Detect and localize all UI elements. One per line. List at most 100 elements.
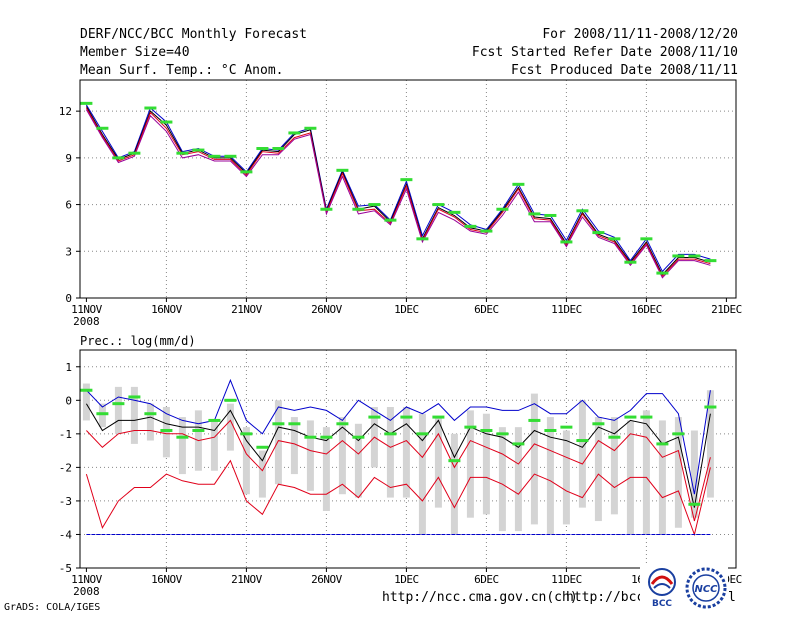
observed-mark [224, 154, 237, 158]
y-tick-label: -1 [59, 428, 72, 441]
x-tick-label: 1DEC [394, 573, 419, 586]
bcc-logo-text: BCC [652, 599, 672, 608]
observed-mark [608, 435, 621, 439]
observed-mark [704, 405, 717, 409]
spread-bar [386, 407, 394, 498]
spread-bar [162, 407, 170, 458]
observed-mark [544, 213, 557, 217]
x-tick-label: 21NOV [231, 573, 262, 586]
observed-mark [528, 418, 541, 422]
spread-bar [82, 383, 90, 421]
spread-bar [530, 393, 538, 525]
forecast-period: For 2008/11/11-2008/12/20 [542, 27, 738, 42]
observed-mark [368, 203, 381, 207]
observed-mark [80, 101, 93, 105]
spread-bar [450, 433, 458, 535]
observed-mark [320, 207, 333, 211]
y-tick-label: -5 [59, 562, 72, 575]
observed-mark [432, 415, 445, 419]
observed-mark [336, 422, 349, 426]
y-tick-label: -4 [59, 528, 73, 541]
observed-mark [416, 237, 429, 241]
spread-bar [658, 420, 666, 535]
observed-mark [256, 445, 269, 449]
ncc-url-link[interactable]: http://ncc.cma.gov.cn(ch) [382, 590, 578, 605]
x-tick-label: 11DEC [551, 573, 582, 586]
plot-frame [79, 79, 737, 299]
observed-mark [272, 147, 285, 151]
series-line-black [85, 106, 711, 276]
spread-bar [242, 427, 250, 495]
precip-label: Prec.: log(mm/d) [80, 334, 196, 348]
observed-mark [336, 168, 349, 172]
spread-bar [514, 427, 522, 532]
observed-mark [208, 154, 221, 158]
spread-bar [482, 413, 490, 515]
x-tick-label: 1DEC [394, 303, 419, 316]
y-tick-label: 0 [65, 394, 72, 407]
observed-mark [464, 224, 477, 228]
spread-bar [146, 403, 154, 441]
spread-bar [610, 417, 618, 515]
variable-label: Mean Surf. Temp.: °C Anom. [80, 63, 284, 78]
spread-bar [306, 420, 314, 491]
x-tick-label: 11NOV [71, 573, 102, 586]
observed-mark [240, 170, 253, 174]
y-tick-label: 1 [65, 361, 72, 374]
observed-mark [144, 106, 157, 110]
x-tick-label: 21NOV [231, 303, 262, 316]
spread-bar [674, 417, 682, 528]
spread-bar [706, 390, 714, 498]
bcc-url-link[interactable]: http://bcc.c [566, 590, 660, 605]
observed-mark [448, 210, 461, 214]
bcc-url-tail: l [728, 590, 736, 605]
observed-mark [528, 212, 541, 216]
member-size-label: Member Size=40 [80, 45, 190, 60]
spread-bar [562, 430, 570, 525]
observed-mark [240, 432, 253, 436]
spread-bar [498, 427, 506, 532]
observed-mark [96, 412, 109, 416]
series-line-black_mean [85, 403, 711, 508]
y-tick-label: 9 [65, 152, 72, 165]
precipitation-panel: -5 -4 -3 -2 -1 0 1 11NOV 16NOV 21NOV 26NOV 1DEC 6DEC… [59, 349, 742, 598]
observed-mark [400, 415, 413, 419]
observed-mark [368, 415, 381, 419]
observed-mark [672, 432, 685, 436]
produced-date: Fcst Produced Date 2008/11/11 [511, 63, 738, 78]
series-line-red_upper [86, 419, 711, 522]
observed-mark [112, 156, 125, 160]
series-line-red [85, 107, 711, 278]
observed-mark [592, 422, 605, 426]
observed-mark [576, 209, 589, 213]
spread-bar [210, 420, 218, 471]
observed-mark [352, 207, 365, 211]
observed-mark [400, 178, 413, 182]
observed-mark [128, 151, 141, 155]
observed-mark [624, 260, 637, 264]
bcc-logo-icon: BCC [640, 566, 684, 608]
spread-bar [290, 417, 298, 475]
spread-bar [274, 400, 282, 485]
spread-bar [418, 413, 426, 535]
observed-mark [592, 231, 605, 235]
spread-bar [322, 427, 330, 511]
x-tick-label: 16NOV [151, 303, 182, 316]
spread-bar [338, 417, 346, 495]
observed-mark [384, 218, 397, 222]
observed-mark [256, 147, 269, 151]
observed-mark [192, 148, 205, 152]
year-label: 2008 [73, 585, 100, 598]
y-tick-label: 3 [65, 245, 72, 258]
spread-bar [354, 423, 362, 498]
x-tick-label: 16DEC [631, 303, 662, 316]
observed-mark [656, 271, 669, 275]
spread-bar [578, 400, 586, 508]
grads-credit: GrADS: COLA/IGES [4, 602, 101, 613]
observed-mark [544, 428, 557, 432]
observed-mark [496, 207, 509, 211]
plot-frame [79, 349, 737, 569]
observed-mark [128, 395, 141, 399]
observed-mark [704, 259, 717, 263]
